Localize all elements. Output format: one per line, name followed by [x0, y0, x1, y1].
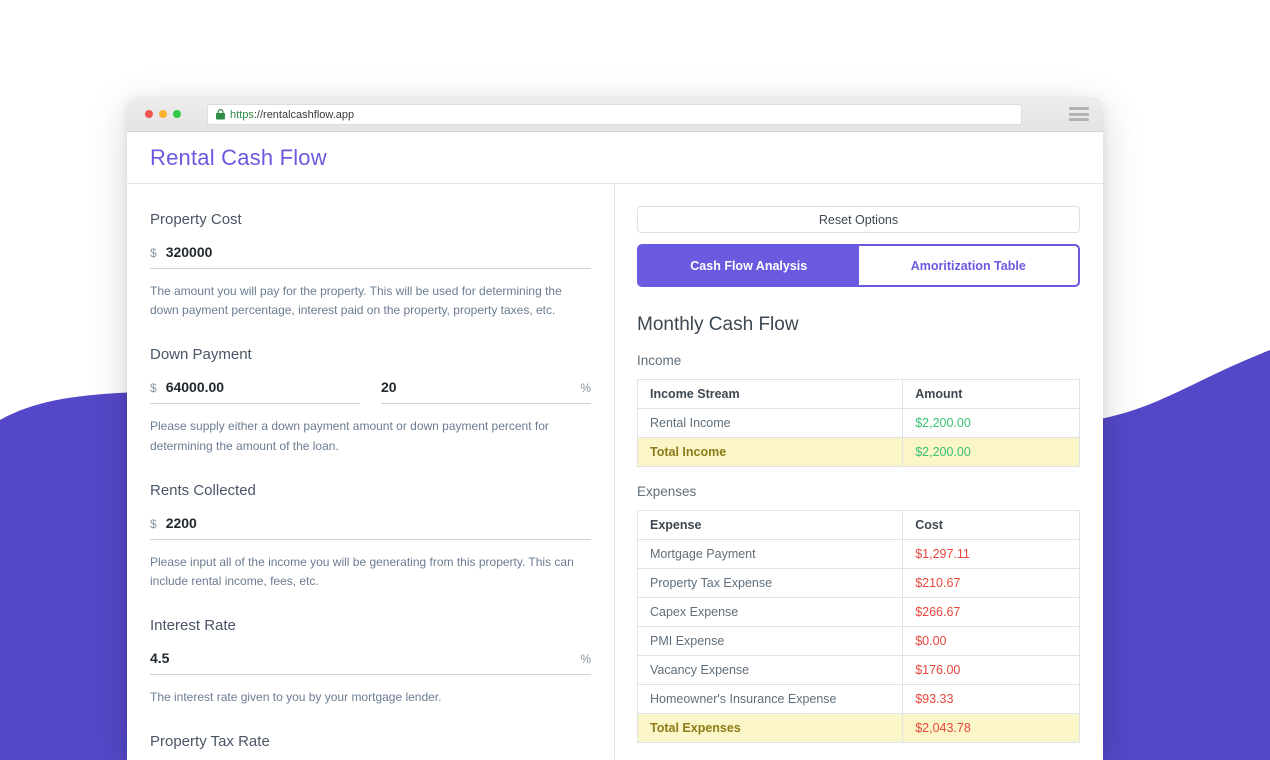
table-row: Rental Income $2,200.00	[636, 408, 1080, 438]
table-row: Property Tax Expense $210.67	[636, 568, 1080, 598]
percent-suffix: %	[580, 381, 591, 396]
field-property-cost: Property Cost $ The amount you will pay …	[150, 211, 591, 320]
url-text: ://rentalcashflow.app	[253, 108, 355, 121]
cost-header: Cost	[902, 510, 1080, 540]
table-row: Capex Expense $266.67	[636, 597, 1080, 627]
income-header-row: Income Stream Amount	[636, 379, 1080, 409]
total-income-label: Total Income	[636, 437, 904, 467]
property-cost-help: The amount you will pay for the property…	[150, 284, 562, 318]
url-protocol: https	[230, 108, 254, 121]
total-income-amount: $2,200.00	[902, 437, 1080, 467]
tab-amortization-table[interactable]: Amoritization Table	[858, 246, 1078, 285]
expenses-total-row: Total Expenses $2,043.78	[636, 713, 1080, 743]
property-cost-input[interactable]	[165, 244, 591, 260]
down-payment-percent-input[interactable]	[381, 379, 572, 396]
down-payment-percent-row[interactable]: %	[381, 379, 591, 405]
right-purple-blob	[1100, 350, 1270, 760]
window-minimize-button[interactable]	[159, 110, 167, 118]
rents-collected-label: Rents Collected	[150, 481, 256, 499]
income-section-label: Income	[637, 353, 682, 368]
rents-collected-input[interactable]	[165, 514, 591, 531]
menu-icon[interactable]	[1069, 107, 1089, 121]
interest-rate-help: The interest rate given to you by your m…	[150, 690, 442, 705]
page-title: Rental Cash Flow	[150, 144, 327, 170]
income-total-row: Total Income $2,200.00	[636, 437, 1080, 467]
window-controls	[145, 110, 181, 118]
down-payment-label: Down Payment	[150, 346, 252, 364]
income-name: Rental Income	[636, 408, 904, 438]
interest-rate-input[interactable]	[150, 650, 572, 667]
address-bar[interactable]: https://rentalcashflow.app	[207, 104, 1022, 125]
field-property-tax-rate: Property Tax Rate %	[150, 733, 591, 760]
down-payment-amount-input[interactable]	[165, 379, 360, 396]
rents-collected-input-row[interactable]: $	[150, 514, 591, 540]
expenses-header-row: Expense Cost	[636, 510, 1080, 540]
browser-chrome-bar: https://rentalcashflow.app	[127, 97, 1103, 132]
dollar-prefix: $	[150, 246, 157, 260]
app-header: Rental Cash Flow	[127, 132, 1103, 184]
total-expenses-label: Total Expenses	[636, 713, 904, 743]
window-close-button[interactable]	[145, 110, 153, 118]
browser-window: https://rentalcashflow.app Rental Cash F…	[127, 97, 1103, 760]
window-zoom-button[interactable]	[173, 110, 181, 118]
table-row: Vacancy Expense $176.00	[636, 655, 1080, 685]
tab-cash-flow-analysis[interactable]: Cash Flow Analysis	[639, 246, 859, 285]
dollar-prefix: $	[150, 516, 157, 531]
property-cost-label: Property Cost	[150, 211, 242, 228]
income-table: Income Stream Amount Rental Income $2,20…	[636, 379, 1080, 467]
rents-collected-help: Please input all of the income you will …	[150, 554, 574, 588]
interest-rate-label: Interest Rate	[150, 617, 236, 635]
table-row: Homeowner's Insurance Expense $93.33	[636, 684, 1080, 714]
left-purple-blob	[0, 392, 140, 760]
property-tax-rate-label: Property Tax Rate	[150, 733, 270, 751]
monthly-cash-flow-heading: Monthly Cash Flow	[637, 314, 799, 335]
table-row: Mortgage Payment $1,297.11	[636, 539, 1080, 569]
down-payment-help: Please supply either a down payment amou…	[150, 419, 549, 453]
interest-rate-input-row[interactable]: %	[150, 650, 591, 676]
income-stream-header: Income Stream	[636, 379, 904, 409]
field-down-payment: Down Payment $ % Please supply either a …	[150, 346, 591, 455]
expense-header: Expense	[636, 510, 904, 540]
expenses-section-label: Expenses	[637, 484, 697, 499]
field-interest-rate: Interest Rate % The interest rate given …	[150, 617, 591, 707]
total-expenses-amount: $2,043.78	[902, 713, 1080, 743]
income-amount: $2,200.00	[902, 408, 1080, 438]
percent-suffix: %	[580, 652, 591, 667]
property-cost-input-row[interactable]: $	[150, 244, 591, 269]
expenses-table: Expense Cost Mortgage Payment $1,297.11 …	[636, 510, 1080, 743]
table-row: PMI Expense $0.00	[636, 626, 1080, 656]
reset-options-button[interactable]: Reset Options	[637, 206, 1080, 233]
tab-group: Cash Flow Analysis Amoritization Table	[637, 244, 1080, 287]
lock-icon	[216, 109, 225, 120]
options-form-panel: Property Cost $ The amount you will pay …	[127, 184, 615, 759]
results-panel: Reset Options Cash Flow Analysis Amoriti…	[615, 184, 1103, 759]
amount-header: Amount	[902, 379, 1080, 409]
field-rents-collected: Rents Collected $ Please input all of th…	[150, 482, 591, 591]
dollar-prefix: $	[150, 381, 157, 396]
down-payment-amount-row[interactable]: $	[150, 379, 360, 405]
